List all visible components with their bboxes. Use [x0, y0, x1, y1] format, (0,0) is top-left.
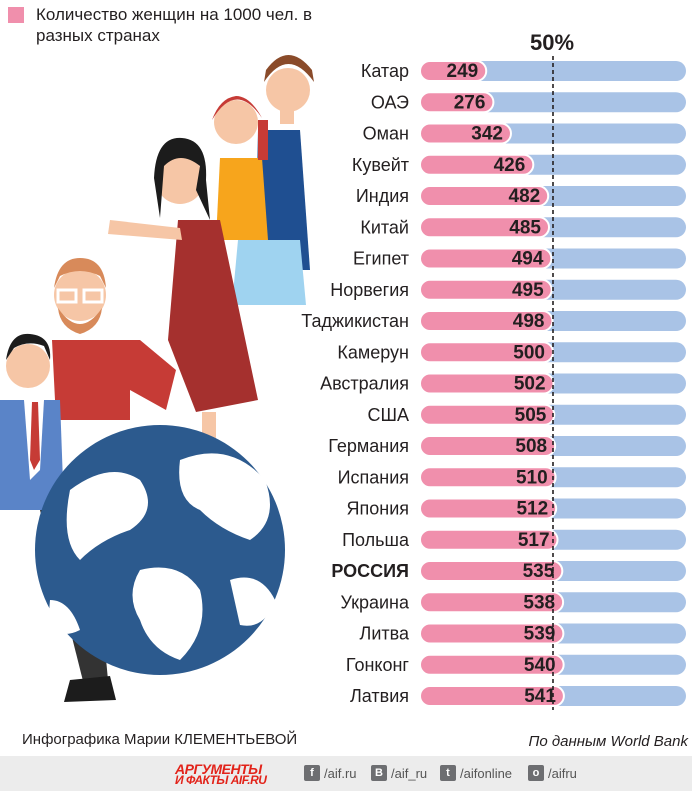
category-label: Китай [360, 217, 409, 237]
brand-logo[interactable]: АРГУМЕНТЫ И ФАКТЫ AIF.RU [175, 761, 270, 787]
author-credit: Инфографика Марии КЛЕМЕНТЬЕВОЙ [22, 731, 298, 748]
data-label: 540 [524, 655, 556, 676]
bar [419, 591, 565, 614]
data-label: 426 [494, 155, 526, 176]
category-label: Норвегия [330, 280, 409, 300]
bar [419, 310, 554, 332]
category-label: Польша [342, 530, 410, 550]
data-label: 535 [523, 561, 555, 582]
social-facebook[interactable]: f /aif.ru [304, 765, 357, 781]
category-label: Украина [340, 592, 410, 612]
reference-label: 50% [529, 30, 575, 55]
category-label: Гонконг [346, 655, 410, 675]
legend: Количество женщин на 1000 чел. в разных … [8, 4, 336, 46]
people-globe-illustration [0, 55, 314, 702]
footer-bar: АРГУМЕНТЫ И ФАКТЫ AIF.RU f /aif.ru B /ai… [0, 756, 692, 791]
data-label: 494 [512, 249, 544, 270]
category-label: ОАЭ [371, 92, 409, 112]
category-label: Оман [363, 124, 409, 144]
globe-icon [35, 425, 285, 675]
category-label: Камерун [337, 342, 409, 362]
legend-text: Количество женщин на 1000 чел. в разных … [36, 5, 313, 45]
woman-blue-dress [255, 55, 314, 270]
data-label: 512 [516, 499, 548, 520]
woman-red-dress [108, 137, 258, 462]
data-label: 541 [524, 686, 556, 707]
social-odnoklassniki[interactable]: o /aifru [528, 765, 577, 781]
bar [419, 497, 558, 520]
facebook-icon: f [304, 765, 320, 781]
data-label: 498 [513, 311, 545, 332]
data-label: 508 [515, 436, 547, 457]
category-label: Египет [353, 249, 409, 269]
social-handle: /aifru [548, 765, 577, 781]
category-label: Индия [356, 186, 409, 206]
data-label: 249 [447, 61, 479, 82]
bar [419, 372, 555, 395]
bar [419, 247, 553, 270]
category-label: Германия [328, 436, 409, 456]
category-label: Литва [360, 624, 410, 644]
bar [419, 153, 535, 176]
social-handle: /aif.ru [324, 765, 357, 781]
category-label: США [367, 405, 409, 425]
category-label: Кувейт [352, 155, 409, 175]
bar [419, 560, 564, 582]
category-label: Латвия [350, 686, 409, 706]
data-label: 538 [523, 592, 555, 613]
bar [419, 185, 550, 207]
category-label: Катар [361, 61, 409, 81]
data-label: 539 [524, 624, 556, 645]
social-handle: /aifonline [460, 765, 513, 781]
bar [419, 91, 495, 114]
bar [419, 216, 551, 239]
bar [419, 685, 565, 707]
bar [419, 278, 553, 301]
category-label: Испания [338, 467, 409, 487]
data-label: 342 [471, 124, 503, 145]
category-label: Таджикистан [301, 311, 409, 331]
source-credit: По данным World Bank [528, 733, 688, 750]
category-label: Япония [347, 499, 410, 519]
bar [419, 122, 512, 145]
data-label: 485 [509, 217, 541, 238]
bar-chart: 249 Катар 276 ОАЭ 342 Оман 426 Кувейт 482 Индия 48… [301, 56, 686, 710]
bar [419, 653, 565, 676]
bar [419, 528, 559, 551]
bar [419, 60, 488, 82]
twitter-icon: t [440, 765, 456, 781]
brand-line-1: АРГУМЕНТЫ [175, 761, 262, 777]
data-label: 482 [509, 186, 541, 207]
data-label: 502 [514, 374, 546, 395]
data-label: 510 [516, 467, 548, 488]
category-label: Австралия [320, 374, 409, 394]
data-label: 505 [515, 405, 547, 426]
category-label: РОССИЯ [331, 561, 409, 581]
bearded-man [52, 258, 176, 420]
social-vk[interactable]: B /aif_ru [371, 765, 427, 781]
bar [419, 403, 556, 426]
social-handle: /aif_ru [391, 765, 428, 781]
vk-icon: B [371, 765, 387, 781]
bar [419, 466, 557, 489]
odnoklassniki-icon: o [528, 765, 544, 781]
brand-line-2: И ФАКТЫ AIF.RU [175, 773, 267, 787]
data-label: 517 [518, 530, 550, 551]
data-label: 500 [513, 342, 545, 363]
legend-swatch [8, 7, 24, 23]
woman-yellow-top [212, 96, 306, 305]
bar [419, 435, 557, 457]
bar [419, 622, 565, 645]
social-twitter[interactable]: t /aifonline [440, 765, 512, 781]
data-label: 276 [454, 92, 486, 113]
data-label: 495 [512, 280, 544, 301]
